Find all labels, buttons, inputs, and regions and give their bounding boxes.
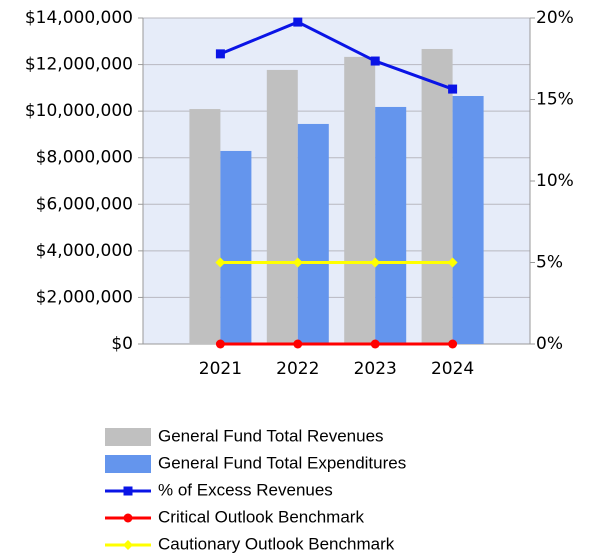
x-tick-label: 2022	[276, 359, 319, 379]
marker	[123, 540, 133, 550]
legend-label: Critical Outlook Benchmark	[158, 507, 364, 526]
y-tick-label: $4,000,000	[36, 241, 133, 261]
y-tick-label: $12,000,000	[25, 55, 133, 75]
marker	[215, 49, 225, 59]
bar	[220, 150, 252, 344]
marker	[293, 17, 303, 27]
bar	[266, 69, 298, 345]
bar	[189, 109, 221, 344]
marker	[292, 257, 303, 268]
y-tick-label: $10,000,000	[25, 101, 133, 121]
line	[219, 20, 454, 91]
marker	[215, 339, 225, 349]
marker	[448, 84, 458, 94]
legend-label: % of Excess Revenues	[158, 480, 333, 499]
y-tick-label: $2,000,000	[36, 287, 133, 307]
marker	[293, 339, 303, 349]
legend-label: General Fund Total Expenditures	[158, 453, 406, 472]
y2-tick-label: 20%	[536, 8, 574, 28]
y-tick-label: $8,000,000	[36, 148, 133, 168]
legend-swatch	[105, 428, 151, 446]
bar	[297, 123, 329, 344]
y2-tick-label: 15%	[536, 90, 574, 110]
y2-tick-label: 5%	[536, 253, 563, 273]
marker	[448, 339, 458, 349]
y2-tick-label: 10%	[536, 171, 574, 191]
marker	[370, 56, 380, 66]
legend-label: Cautionary Outlook Benchmark	[158, 534, 395, 553]
y-tick-label: $0	[111, 334, 133, 354]
bar	[344, 56, 376, 344]
bar	[452, 96, 484, 344]
y2-tick-label: 0%	[536, 334, 563, 354]
y-tick-label: $6,000,000	[36, 194, 133, 214]
marker	[370, 339, 380, 349]
marker	[215, 257, 226, 268]
marker	[447, 257, 458, 268]
x-tick-label: 2024	[431, 359, 474, 379]
marker	[123, 513, 133, 523]
y-tick-label: $14,000,000	[25, 8, 133, 28]
legend-label: General Fund Total Revenues	[158, 426, 384, 445]
x-tick-label: 2021	[199, 359, 242, 379]
legend-swatch	[105, 455, 151, 473]
bar	[421, 48, 453, 344]
bar	[375, 106, 407, 344]
x-tick-label: 2023	[354, 359, 397, 379]
marker	[123, 486, 133, 496]
marker	[370, 257, 381, 268]
